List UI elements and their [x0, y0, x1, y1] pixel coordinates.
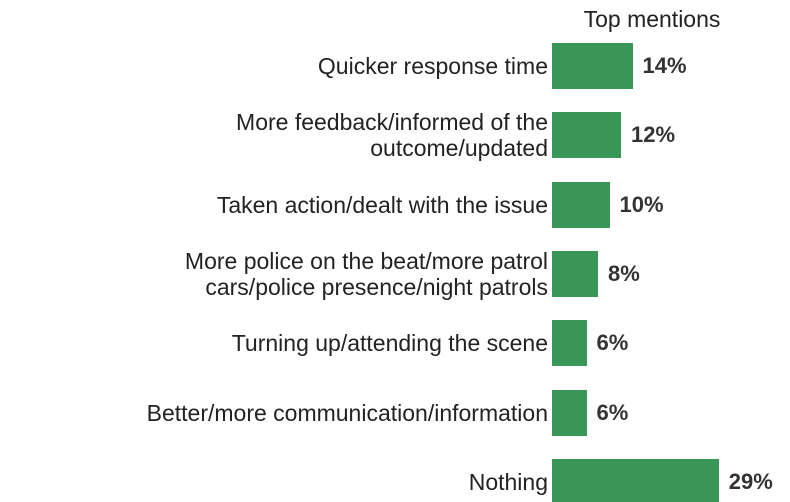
category-label: More police on the beat/more patrol cars… — [184, 247, 548, 300]
bar — [552, 320, 587, 367]
value-label: 10% — [619, 191, 664, 217]
category-label: Better/more communication/information — [146, 399, 548, 426]
bar — [552, 389, 587, 436]
chart-title: Top mentions — [583, 6, 721, 32]
value-label: 14% — [642, 53, 687, 78]
value-label: 8% — [608, 260, 640, 286]
bar — [552, 43, 633, 89]
bar — [552, 112, 621, 159]
bar — [552, 181, 610, 228]
value-label: 12% — [631, 122, 676, 148]
category-label: More feedback/informed of the outcome/up… — [236, 109, 548, 162]
value-label: 6% — [596, 330, 629, 356]
bar — [552, 250, 598, 297]
value-label: 29% — [728, 468, 773, 494]
category-label: Quicker response time — [317, 53, 548, 79]
category-label: Taken action/dealt with the issue — [216, 191, 548, 218]
bar — [552, 458, 719, 502]
category-label: Turning up/attending the scene — [231, 330, 548, 357]
value-label: 6% — [596, 399, 629, 425]
category-label: Nothing — [468, 468, 548, 495]
